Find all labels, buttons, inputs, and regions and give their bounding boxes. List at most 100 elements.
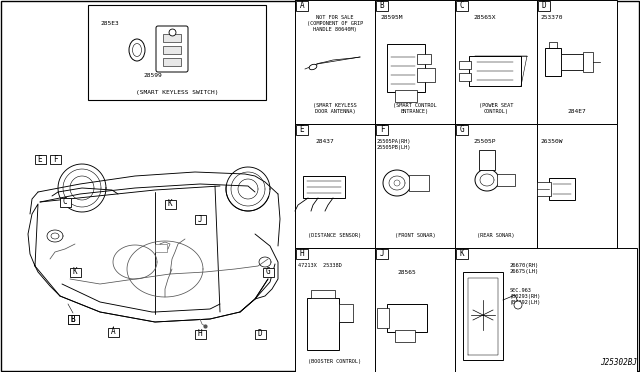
Bar — [262, 267, 273, 276]
Bar — [456, 249, 468, 259]
Bar — [409, 175, 429, 191]
Bar — [375, 124, 455, 248]
Bar — [164, 199, 175, 208]
Bar — [295, 124, 375, 248]
Text: C: C — [63, 198, 67, 206]
Text: A: A — [300, 1, 304, 10]
Bar — [463, 272, 503, 360]
Text: (SMART CONTROL
ENTRANCE): (SMART CONTROL ENTRANCE) — [393, 103, 437, 114]
Text: 25505P: 25505P — [473, 139, 495, 144]
Bar — [455, 0, 537, 124]
Bar — [296, 1, 308, 11]
Bar — [163, 46, 181, 54]
Text: K: K — [73, 267, 77, 276]
Text: (SMART KEYLESS
DOOR ANTENNA): (SMART KEYLESS DOOR ANTENNA) — [313, 103, 357, 114]
Text: (REAR SONAR): (REAR SONAR) — [477, 233, 515, 238]
Text: K: K — [168, 199, 172, 208]
Text: F: F — [52, 154, 58, 164]
Bar — [195, 215, 205, 224]
Text: J: J — [380, 250, 384, 259]
Text: J25302BJ: J25302BJ — [600, 358, 637, 367]
Text: 26350W: 26350W — [540, 139, 563, 144]
Text: B: B — [380, 1, 384, 10]
Text: A: A — [111, 327, 115, 337]
Text: C: C — [460, 1, 464, 10]
Text: 28599: 28599 — [143, 73, 163, 78]
Bar — [469, 56, 521, 86]
Text: 284E7: 284E7 — [568, 109, 586, 114]
Text: 28565: 28565 — [397, 270, 416, 275]
Bar — [375, 0, 455, 124]
Bar — [155, 244, 167, 252]
Bar — [376, 249, 388, 259]
Bar — [296, 125, 308, 135]
Bar — [395, 90, 417, 102]
Bar — [545, 48, 561, 76]
Bar — [583, 52, 593, 72]
Bar — [70, 267, 81, 276]
FancyBboxPatch shape — [156, 26, 188, 72]
Bar — [67, 314, 79, 324]
Bar — [307, 298, 339, 350]
Bar — [295, 248, 375, 372]
Bar — [459, 61, 471, 69]
Bar — [455, 124, 537, 248]
Bar — [376, 1, 388, 11]
Bar — [375, 248, 455, 372]
Text: 253370: 253370 — [540, 15, 563, 20]
Text: B: B — [70, 314, 76, 324]
Bar — [417, 54, 431, 64]
Bar — [49, 154, 61, 164]
Bar — [303, 176, 345, 198]
Text: 25505PA(RH)
25505PB(LH): 25505PA(RH) 25505PB(LH) — [377, 139, 412, 150]
Bar — [376, 125, 388, 135]
Bar — [479, 150, 495, 170]
Text: (FRONT SONAR): (FRONT SONAR) — [395, 233, 435, 238]
Bar — [311, 290, 335, 298]
Bar — [296, 249, 308, 259]
Text: H: H — [300, 250, 304, 259]
Text: E: E — [38, 154, 42, 164]
Text: 47213X  25338D: 47213X 25338D — [298, 263, 342, 268]
Bar — [377, 308, 389, 328]
Bar — [395, 330, 415, 342]
Bar — [459, 73, 471, 81]
Text: 285E3: 285E3 — [100, 21, 119, 26]
Text: 28565X: 28565X — [473, 15, 495, 20]
Text: 26670(RH)
26675(LH): 26670(RH) 26675(LH) — [510, 263, 540, 274]
Bar — [295, 0, 375, 124]
Ellipse shape — [132, 44, 141, 57]
Bar — [537, 0, 617, 124]
Text: H: H — [198, 330, 202, 339]
Text: 28437: 28437 — [315, 139, 333, 144]
Bar — [417, 68, 435, 82]
Ellipse shape — [514, 301, 522, 309]
Text: K: K — [460, 250, 464, 259]
Text: B: B — [70, 314, 76, 324]
Bar — [35, 154, 45, 164]
Text: (DISTANCE SENSOR): (DISTANCE SENSOR) — [308, 233, 362, 238]
Bar — [549, 178, 575, 200]
Text: SEC.963
(B0293(RH)
(B0292(LH): SEC.963 (B0293(RH) (B0292(LH) — [510, 288, 541, 305]
Text: 28595M: 28595M — [380, 15, 403, 20]
Text: D: D — [258, 330, 262, 339]
Bar — [537, 124, 617, 248]
Bar — [537, 182, 551, 196]
Bar — [163, 34, 181, 42]
Bar — [456, 125, 468, 135]
Text: G: G — [460, 125, 464, 135]
Bar — [561, 54, 583, 70]
Bar — [108, 327, 118, 337]
Bar — [163, 58, 181, 66]
Bar — [67, 314, 79, 324]
Bar — [455, 248, 637, 372]
Bar — [538, 1, 550, 11]
Bar — [195, 330, 205, 339]
Bar — [387, 44, 425, 92]
Text: NOT FOR SALE
(COMPONENT OF GRIP
HANDLE 80640M): NOT FOR SALE (COMPONENT OF GRIP HANDLE 8… — [307, 15, 363, 32]
Text: J: J — [198, 215, 202, 224]
Text: (SMART KEYLESS SWITCH): (SMART KEYLESS SWITCH) — [136, 90, 218, 95]
Bar — [387, 304, 427, 332]
Text: (BOOSTER CONTROL): (BOOSTER CONTROL) — [308, 359, 362, 364]
Bar — [255, 330, 266, 339]
